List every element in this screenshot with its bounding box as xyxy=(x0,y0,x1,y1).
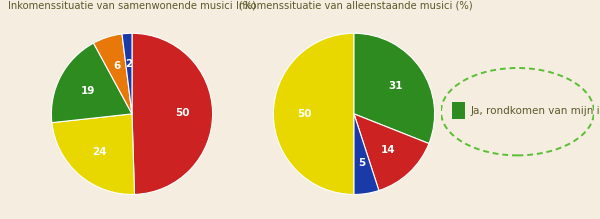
Wedge shape xyxy=(274,33,354,194)
Bar xyxy=(452,102,466,119)
Wedge shape xyxy=(52,43,132,123)
Text: 5: 5 xyxy=(358,158,365,168)
Wedge shape xyxy=(354,33,434,143)
Wedge shape xyxy=(122,33,132,114)
Title: Inkomenssituatie van alleenstaande musici (%): Inkomenssituatie van alleenstaande music… xyxy=(236,1,472,11)
Wedge shape xyxy=(354,114,429,191)
Text: Ja, rondkomen van mijn inkomsten uit muziek: Ja, rondkomen van mijn inkomsten uit muz… xyxy=(470,106,600,116)
Wedge shape xyxy=(52,114,134,194)
Text: 2: 2 xyxy=(125,59,133,69)
Wedge shape xyxy=(132,33,212,194)
Text: 14: 14 xyxy=(381,145,395,155)
Title: Inkomenssituatie van samenwonende musici  (%): Inkomenssituatie van samenwonende musici… xyxy=(8,1,256,11)
Text: 50: 50 xyxy=(175,108,189,118)
Text: 6: 6 xyxy=(113,61,121,71)
Text: 50: 50 xyxy=(297,109,311,119)
Text: 19: 19 xyxy=(80,86,95,96)
Text: 24: 24 xyxy=(92,147,107,157)
Text: 31: 31 xyxy=(388,81,403,91)
Wedge shape xyxy=(94,34,132,114)
Wedge shape xyxy=(354,114,379,194)
